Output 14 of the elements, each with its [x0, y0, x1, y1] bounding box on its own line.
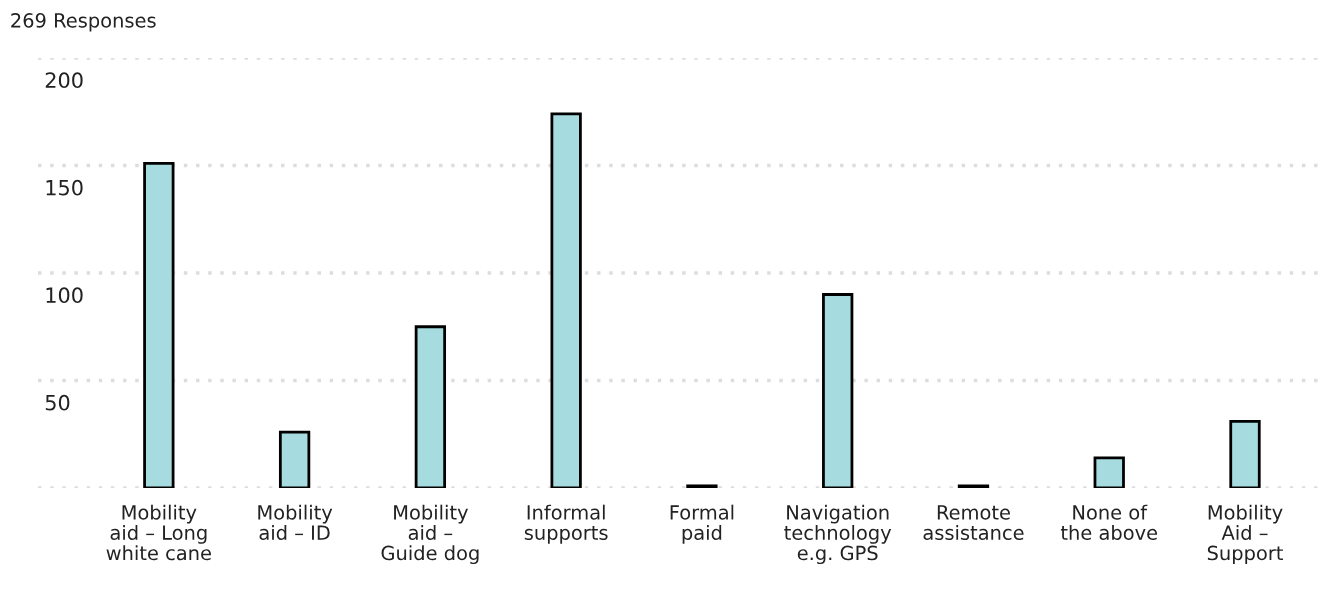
chart-title: 269 Responses	[11, 13, 156, 32]
x-tick-label: Informal supports	[524, 504, 608, 544]
y-tick-label: 150	[46, 179, 83, 196]
x-tick-label: Mobility aid – Guide dog	[381, 504, 479, 565]
x-tick-label: Mobility aid – ID	[258, 504, 333, 541]
x-tick-label: None of the above	[1060, 504, 1158, 541]
y-tick-label: 100	[46, 287, 83, 304]
y-tick-label: 50	[45, 394, 70, 411]
y-tick-label: 200	[45, 72, 83, 89]
x-tick-label: Remote assistance	[923, 505, 1024, 541]
x-tick-label: Mobility aid – Long white cane	[106, 504, 211, 561]
x-tick-label: Mobility Aid – Support	[1207, 504, 1283, 565]
x-tick-label: Formal paid	[670, 504, 734, 544]
x-tick-label: Navigation technology e.g. GPS	[784, 504, 892, 565]
